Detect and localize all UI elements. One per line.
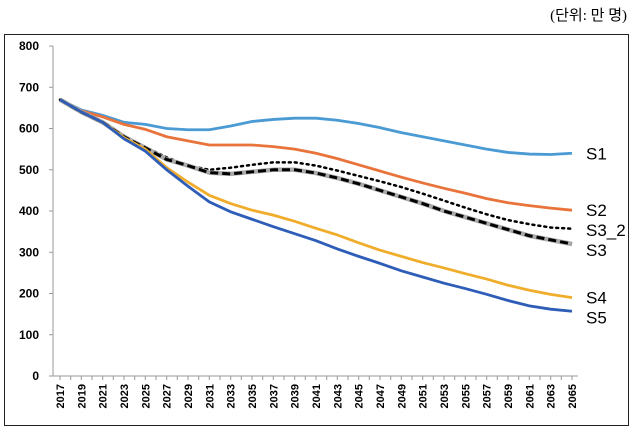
- y-tick-label: 100: [19, 328, 39, 342]
- y-tick-label: 800: [19, 39, 39, 53]
- x-tick-label: 2025: [140, 384, 152, 408]
- x-tick-label: 2063: [546, 384, 558, 408]
- x-tick-label: 2035: [247, 384, 259, 408]
- y-tick-label: 200: [19, 287, 39, 301]
- series-line-S5: [59, 98, 573, 313]
- x-tick-label: 2043: [332, 384, 344, 408]
- series-label-S4: S4: [586, 289, 607, 308]
- x-tick-label: 2019: [76, 384, 88, 408]
- y-tick-label: 0: [32, 369, 39, 383]
- series-label-S3_2: S3_2: [586, 221, 626, 240]
- x-tick-label: 2029: [183, 384, 195, 408]
- x-tick-label: 2053: [439, 384, 451, 408]
- x-tick-label: 2065: [567, 384, 579, 408]
- x-tick-label: 2041: [311, 384, 323, 408]
- y-tick-label: 400: [19, 204, 39, 218]
- x-tick-label: 2033: [226, 384, 238, 408]
- x-tick-label: 2031: [204, 384, 216, 408]
- series-line-S2: [59, 98, 573, 212]
- series-label-S2: S2: [586, 201, 607, 220]
- y-tick-label: 500: [19, 163, 39, 177]
- chart-frame: [4, 34, 629, 426]
- x-tick-label: 2037: [268, 384, 280, 408]
- series-line-S3-outline: [58, 97, 573, 247]
- x-tick-label: 2059: [503, 384, 515, 408]
- x-tick-label: 2055: [460, 384, 472, 408]
- series-label-S3: S3: [586, 241, 607, 260]
- x-tick-label: 2023: [119, 384, 131, 408]
- x-tick-label: 2045: [354, 384, 366, 408]
- series-label-S5: S5: [586, 309, 607, 328]
- unit-label: (단위: 만 명): [550, 8, 627, 24]
- series-line-S1: [59, 98, 573, 156]
- x-tick-label: 2017: [55, 384, 67, 408]
- series-label-S1: S1: [586, 144, 607, 163]
- x-tick-label: 2027: [162, 384, 174, 408]
- x-tick-label: 2061: [524, 384, 536, 408]
- series-line-S4: [59, 98, 573, 300]
- x-tick-label: 2047: [375, 384, 387, 408]
- x-tick-label: 2021: [98, 384, 110, 408]
- y-tick-label: 600: [19, 122, 39, 136]
- y-tick-label: 300: [19, 245, 39, 259]
- x-tick-label: 2051: [418, 384, 430, 408]
- x-tick-label: 2057: [482, 384, 494, 408]
- x-tick-label: 2049: [396, 384, 408, 408]
- x-tick-label: 2039: [290, 384, 302, 408]
- y-tick-label: 700: [19, 80, 39, 94]
